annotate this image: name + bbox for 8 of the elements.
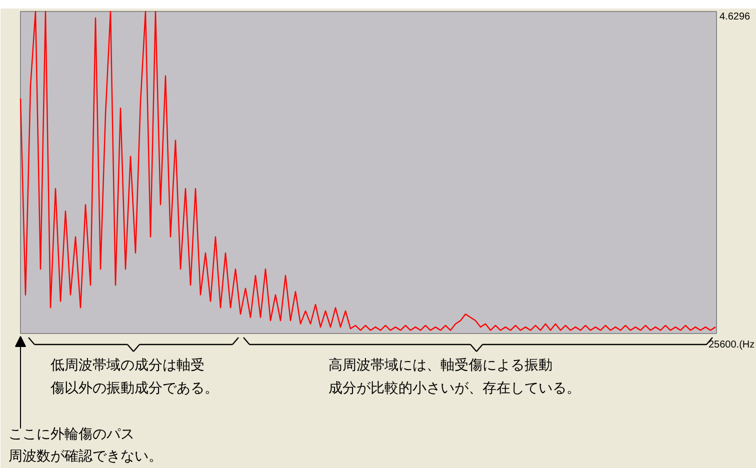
text: 周波数が確認できない。: [8, 448, 162, 464]
text: 高周波帯域には、軸受傷による振動: [328, 358, 552, 374]
text: 成分が比較的小さいが、存在している。: [328, 380, 580, 396]
text: 25600.(Hz: [708, 340, 755, 350]
text: 傷以外の振動成分である。: [50, 380, 218, 396]
text: 4.6296: [720, 12, 751, 22]
text: 低周波帯域の成分は軸受: [50, 358, 204, 374]
text: ここに外輪傷のパス: [8, 426, 134, 442]
